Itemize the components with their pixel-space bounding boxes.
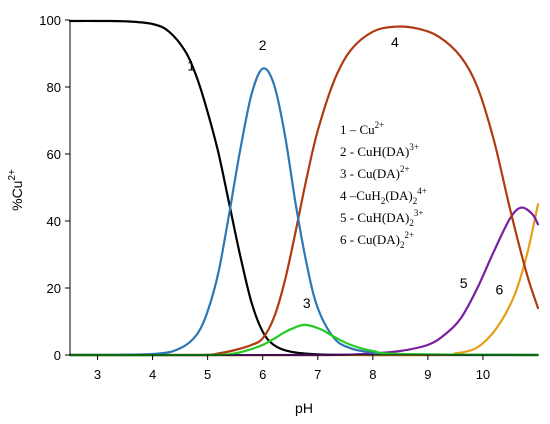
curve-labels: 1 2 3 4 5 6 (187, 34, 503, 311)
legend-entry-6: 6 - Cu(DA)22+ (340, 230, 414, 250)
curve-label-6: 6 (496, 282, 504, 298)
curve-label-5: 5 (460, 275, 468, 291)
curve-label-3: 3 (303, 295, 311, 311)
legend: 1 – Cu2+ 2 - CuH(DA)3+ 3 - Cu(DA)2+ 4 –CuH2… (340, 120, 427, 250)
x-tick-label: 7 (314, 367, 321, 382)
series-3-line (68, 323, 540, 357)
y-tick-label: 60 (47, 147, 61, 162)
x-axis-title: pH (295, 400, 313, 416)
x-tick-label: 6 (259, 367, 266, 382)
x-tick-label: 5 (204, 367, 211, 382)
series-1-line (68, 19, 540, 357)
legend-entry-5: 5 - CuH(DA)23+ (340, 208, 423, 228)
y-tick-label: 20 (47, 281, 61, 296)
x-ticks: 3 4 5 6 7 8 9 10 (94, 355, 490, 382)
y-tick-label: 80 (47, 80, 61, 95)
x-tick-label: 10 (476, 367, 490, 382)
legend-entry-2: 2 - CuH(DA)3+ (340, 142, 419, 159)
x-tick-label: 8 (369, 367, 376, 382)
series-5-line (68, 206, 540, 357)
legend-entry-1: 1 – Cu2+ (340, 120, 384, 137)
legend-entry-4: 4 –CuH2(DA)24+ (340, 186, 427, 206)
y-ticks: 0 20 40 60 80 100 (39, 13, 70, 363)
y-tick-label: 0 (54, 348, 61, 363)
y-tick-label: 100 (39, 13, 61, 28)
series-2-line (68, 67, 540, 357)
y-tick-label: 40 (47, 214, 61, 229)
y-axis-title-main: %Cu (9, 181, 25, 211)
x-tick-label: 9 (424, 367, 431, 382)
series-4-line (68, 25, 540, 357)
y-axis-title: %Cu2+ (7, 169, 25, 211)
legend-entry-3: 3 - Cu(DA)2+ (340, 164, 410, 181)
series-6-line (68, 203, 540, 357)
curve-label-4: 4 (391, 34, 399, 50)
curve-label-1: 1 (187, 57, 195, 73)
curve-label-2: 2 (259, 37, 267, 53)
y-axis-title-sup: 2+ (7, 169, 18, 181)
x-tick-label: 4 (149, 367, 156, 382)
x-tick-label: 3 (94, 367, 101, 382)
